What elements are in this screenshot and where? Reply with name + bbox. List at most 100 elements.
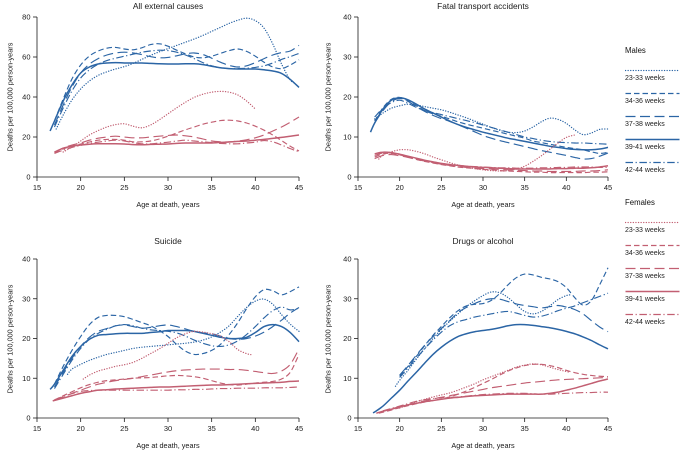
x-tick-label: 35: [520, 424, 528, 433]
legend: Males 23-33 weeks 34-36 weeks 37-38 weeks 3…: [625, 46, 685, 335]
x-tick-label: 30: [164, 424, 172, 433]
x-tick-label: 15: [354, 424, 362, 433]
legend-group-females: Females 23-33 weeks 34-36 weeks 37-38 week…: [625, 198, 685, 326]
series-male-34-36-weeks: [399, 267, 609, 377]
y-tick-label: 0: [26, 414, 30, 423]
y-tick-label: 20: [343, 93, 351, 102]
panel-all-external-causes: All external causes Deaths per 100,000 p…: [0, 0, 334, 228]
x-tick-label: 25: [120, 183, 128, 192]
series-female-23-33-weeks: [399, 363, 571, 409]
x-tick-label: 20: [395, 424, 403, 433]
series-female-37-38-weeks: [54, 116, 300, 153]
panel-drugs-or-alcohol: Drugs or alcohol Deaths per 100,000 pers…: [316, 228, 626, 456]
legend-line-male-dash: [625, 92, 680, 95]
series-male-39-41-weeks: [369, 97, 609, 151]
y-tick-label: 40: [22, 93, 30, 102]
legend-label: 23-33 weeks: [625, 227, 665, 234]
series-female-39-41-weeks: [376, 378, 609, 414]
y-tick-label: 10: [343, 374, 351, 383]
x-tick-label: 35: [207, 183, 215, 192]
series-male-42-44-weeks: [374, 99, 609, 145]
series-female-23-33-weeks: [82, 330, 253, 380]
legend-label: 34-36 weeks: [625, 250, 665, 257]
x-tick-label: 20: [395, 183, 403, 192]
series-male-37-38-weeks: [399, 298, 609, 376]
series-male-39-41-weeks: [49, 61, 300, 132]
y-tick-label: 40: [343, 255, 351, 264]
y-tick-label: 80: [22, 13, 30, 22]
series-male-37-38-weeks: [374, 98, 609, 160]
plot-svg: 0 10 20 30 40 15 20 25 30 35 40 45: [343, 13, 612, 192]
legend-entries-males: 23-33 weeks 34-36 weeks 37-38 weeks 39-41 w…: [625, 68, 685, 174]
y-tick-label: 30: [343, 53, 351, 62]
series-female-42-44-weeks: [382, 391, 609, 412]
series-male-39-41-weeks: [372, 323, 609, 414]
y-tick-label: 60: [22, 53, 30, 62]
series-female-42-44-weeks: [54, 139, 300, 154]
x-tick-label: 15: [354, 183, 362, 192]
series-male-42-44-weeks: [53, 49, 300, 128]
panel-fatal-transport-accidents: Fatal transport accidents Deaths per 100…: [316, 0, 626, 228]
panel-title: All external causes: [132, 1, 204, 11]
series-female-34-36-weeks: [54, 119, 300, 154]
series-female-37-38-weeks: [54, 348, 300, 402]
series-female-42-44-weeks: [54, 386, 300, 401]
panel-title: Drugs or alcohol: [452, 236, 514, 246]
legend-label: 37-38 weeks: [625, 273, 665, 280]
series-female-34-36-weeks: [374, 152, 609, 174]
legend-line-male-dot: [625, 69, 680, 72]
series-female-34-36-weeks: [54, 354, 300, 401]
legend-line-male-solid: [625, 138, 680, 141]
legend-group-title: Females: [625, 198, 655, 207]
x-tick-label: 25: [120, 424, 128, 433]
y-tick-label: 20: [22, 133, 30, 142]
series-male-23-33-weeks: [55, 17, 297, 130]
plot-svg: 0 20 40 60 80 15 20 25 30 35 40 45: [22, 13, 303, 192]
legend-label: 37-38 weeks: [625, 121, 665, 128]
x-tick-label: 30: [164, 183, 172, 192]
x-tick-label: 25: [437, 424, 445, 433]
x-tick-label: 45: [295, 183, 303, 192]
legend-entries-females: 23-33 weeks 34-36 weeks 37-38 weeks 39-41 w…: [625, 220, 685, 326]
x-tick-label: 20: [76, 424, 84, 433]
x-tick-label: 35: [520, 183, 528, 192]
panel-suicide: Suicide Deaths per 100,000 person-years …: [0, 228, 334, 456]
series-male-42-44-weeks: [53, 306, 300, 389]
legend-line-male-longdash: [625, 115, 680, 118]
series-male-37-38-weeks: [53, 307, 300, 388]
x-tick-label: 40: [562, 183, 570, 192]
y-tick-label: 20: [343, 334, 351, 343]
x-tick-label: 35: [207, 424, 215, 433]
x-tick-label: 25: [437, 183, 445, 192]
legend-label: 39-41 weeks: [625, 296, 665, 303]
x-axis-title: Age at death, years: [451, 441, 515, 450]
series-male-23-33-weeks: [374, 103, 609, 136]
x-tick-label: 40: [562, 424, 570, 433]
legend-label: 23-33 weeks: [625, 75, 665, 82]
panel-title: Fatal transport accidents: [437, 1, 529, 11]
x-tick-label: 15: [33, 183, 41, 192]
x-tick-label: 20: [76, 183, 84, 192]
y-tick-label: 0: [347, 173, 351, 182]
series-male-34-36-weeks: [53, 286, 300, 385]
legend-label: 39-41 weeks: [625, 144, 665, 151]
x-axis-title: Age at death, years: [136, 200, 200, 209]
series-male-34-36-weeks: [53, 43, 300, 122]
panel-title: Suicide: [154, 236, 182, 246]
series-female-42-44-weeks: [374, 152, 609, 169]
x-tick-label: 40: [251, 183, 259, 192]
y-tick-label: 30: [343, 294, 351, 303]
y-tick-label: 20: [22, 334, 30, 343]
x-axis-title: Age at death, years: [451, 200, 515, 209]
x-tick-label: 45: [604, 183, 612, 192]
series-male-39-41-weeks: [49, 323, 300, 390]
y-tick-label: 10: [343, 133, 351, 142]
x-axis-title: Age at death, years: [136, 441, 200, 450]
x-tick-label: 40: [251, 424, 259, 433]
y-tick-label: 40: [343, 13, 351, 22]
series-male-42-44-weeks: [399, 292, 609, 378]
plot-svg: 0 10 20 30 40 15 20 25 30 35 40 45: [22, 255, 303, 433]
x-tick-label: 45: [604, 424, 612, 433]
y-tick-label: 30: [22, 294, 30, 303]
legend-line-female-dash: [625, 244, 680, 247]
